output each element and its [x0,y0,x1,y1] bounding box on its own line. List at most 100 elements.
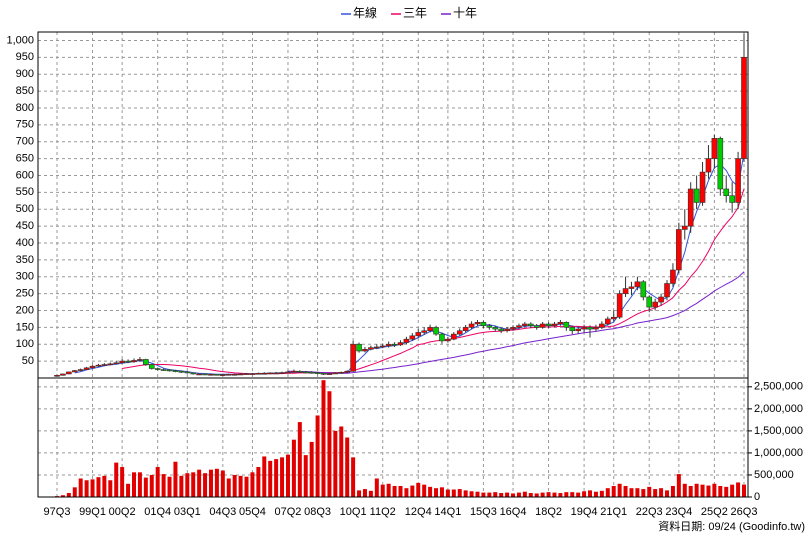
candle-body [184,371,191,374]
volume-bar [333,430,338,497]
candle-body [581,327,587,330]
volume-bar [659,488,664,497]
volume-bar [268,460,273,497]
volume-bar [588,490,593,497]
candle-body [480,322,487,326]
x-tick-label: 14Q1 [434,506,461,518]
y-tick-label: 850 [16,85,34,97]
y-tick-label: 550 [16,186,34,198]
volume-bar [238,475,243,497]
volume-bar [149,474,154,497]
candle-body [717,138,724,190]
volume-bar [611,485,616,497]
volume-bar [528,493,533,497]
candle-body [285,371,291,374]
volume-bar [351,457,356,497]
candle-body [569,327,576,332]
x-tick-label: 11Q2 [370,506,396,518]
candle-body [332,372,339,375]
volume-bar [653,489,658,497]
volume-bar [445,489,450,497]
volume-bar [339,426,344,497]
volume-bar [552,492,557,497]
volume-bar [327,391,332,497]
volume-bar [126,483,131,497]
candle-body [350,343,356,372]
volume-bar [244,476,249,497]
volume-bar [635,488,640,497]
volume-bar [434,488,439,497]
volume-bar [469,491,474,497]
candle-body [575,328,581,332]
y-tick-label: 750 [16,119,34,131]
volume-bar [60,495,65,497]
candle-body [95,364,102,367]
candle-body [545,323,552,326]
volume-bar [629,488,634,497]
volume-bar [102,475,107,497]
x-tick-label: 26Q3 [731,506,758,518]
candle-body [249,373,256,375]
volume-bar [303,455,308,497]
candle-body [593,327,599,330]
candle-body [610,316,617,320]
x-tick-label: 00Q2 [109,506,136,518]
volume-bar [623,485,628,497]
volume-bar [647,486,652,497]
volume-bar [505,492,510,497]
volume-bar [392,485,397,497]
candle-body [66,371,72,375]
candle-body [190,372,197,375]
candle-body [279,372,285,374]
volume-bar [179,475,184,497]
candle-body [676,229,682,271]
y-tick-label: 350 [16,254,34,266]
candle-body [368,347,374,350]
candle-body [291,370,297,373]
volume-bar [641,489,646,497]
volume-bar [582,491,587,497]
volume-bar [712,483,717,497]
candle-body [427,327,433,332]
candle-body [214,373,220,376]
candle-body [403,338,410,343]
candle-body [314,372,321,374]
volume-bar [593,491,598,497]
volume-bar [345,437,350,497]
source-note: 資料日期: 09/24 (Goodinfo.tw) [658,519,805,533]
volume-bar [256,467,261,497]
volume-bar [380,484,385,497]
volume-bar [475,491,480,497]
candle-body [362,349,368,352]
candle-body [154,368,161,370]
volume-bar [72,487,77,497]
candle-body [652,301,658,308]
volume-bar [499,493,504,497]
candle-body [445,338,451,342]
volume-bar [564,492,569,497]
volume-bar [546,492,551,497]
x-tick-label: 23Q4 [665,506,692,518]
volume-bar [670,485,675,497]
candle-body [267,372,274,375]
volume-bar [724,486,729,497]
candle-body [634,281,641,288]
volume-bar [463,490,468,497]
x-tick-label: 97Q3 [44,506,71,518]
candle-body [302,371,309,374]
ma-line [122,188,745,375]
candle-body [498,328,504,332]
volume-bar [665,490,670,497]
candle-body [664,283,670,298]
candle-body [344,370,350,373]
y-tick-label: 1,000 [6,34,34,46]
volume-bar [522,491,527,497]
candle-body [77,369,84,371]
volume-bar [736,482,741,497]
volume-bar [416,482,421,497]
candle-body [640,281,647,298]
candle-body [705,158,712,173]
y-tick-label: 150 [16,321,34,333]
candle-body [237,373,244,376]
